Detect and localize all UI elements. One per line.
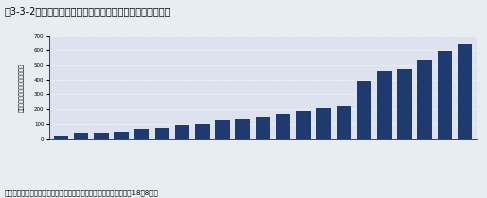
Text: 出典：「バイオガス化マニュアル」（社）日本有機資源協会（平成18年8月）: 出典：「バイオガス化マニュアル」（社）日本有機資源協会（平成18年8月） <box>5 189 159 196</box>
Bar <box>215 120 230 139</box>
Bar <box>438 51 452 139</box>
Bar <box>175 125 189 139</box>
Text: １トン当りのバイオガス発生量: １トン当りのバイオガス発生量 <box>19 63 25 112</box>
Bar <box>417 60 432 139</box>
Bar <box>317 109 331 139</box>
Bar <box>377 71 392 139</box>
Bar <box>397 69 412 139</box>
Bar <box>94 133 109 139</box>
Bar <box>134 129 149 139</box>
Bar <box>155 128 169 139</box>
Bar <box>276 114 290 139</box>
Bar <box>74 133 88 139</box>
Bar <box>256 117 270 139</box>
Bar <box>236 119 250 139</box>
Text: 図3-3-2　有機性廃棄物１トン当たりのバイオガス発生量例: 図3-3-2 有機性廃棄物１トン当たりのバイオガス発生量例 <box>5 6 171 16</box>
Bar <box>337 106 351 139</box>
Bar <box>296 111 311 139</box>
Bar <box>195 124 209 139</box>
Bar <box>114 132 129 139</box>
Bar <box>54 136 68 139</box>
Bar <box>458 44 472 139</box>
Bar <box>357 81 371 139</box>
